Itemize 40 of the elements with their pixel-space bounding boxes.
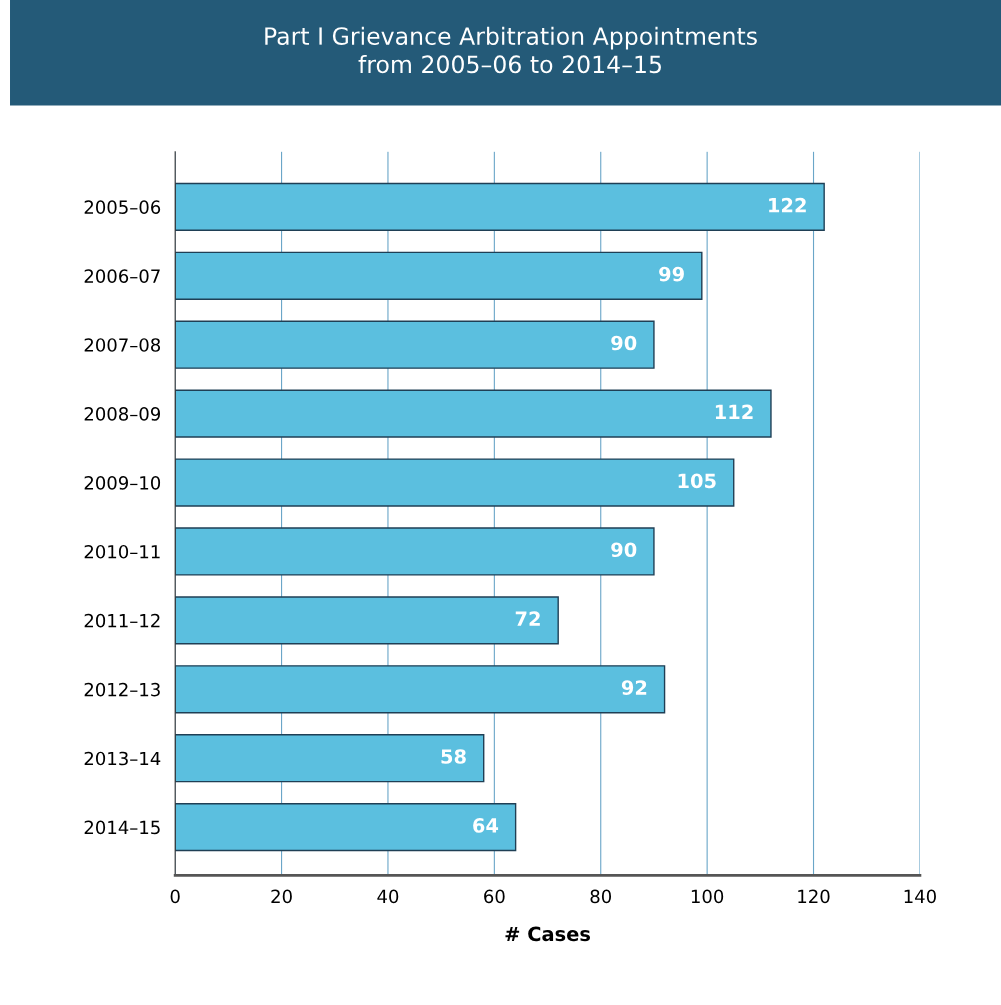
bar	[175, 320, 655, 369]
bar	[175, 665, 666, 714]
data-label: 112	[715, 404, 753, 419]
y-tick-label: 2009–10	[84, 476, 161, 490]
bar	[175, 182, 825, 232]
chart-title: Part I Grievance Arbitration Appointments from 2005–06 to 2014–15	[265, 26, 757, 74]
x-tick-label: 120	[798, 889, 830, 904]
data-label: 64	[473, 818, 499, 833]
y-tick-label: 2012–13	[84, 682, 160, 697]
y-tick-label: 2005–06	[84, 200, 161, 214]
y-tick-label: 2006–07	[84, 269, 160, 283]
x-tick-label: 60	[484, 889, 505, 904]
x-tick-label: 40	[377, 889, 399, 904]
x-tick-label: 20	[271, 889, 292, 904]
x-tick-label: 100	[691, 889, 724, 904]
x-tick-label: 80	[590, 889, 612, 904]
data-label: 99	[659, 266, 684, 282]
bar	[175, 596, 559, 645]
data-label: 72	[515, 611, 540, 626]
data-label: 122	[769, 197, 806, 213]
x-axis-title: # Cases	[505, 926, 591, 942]
y-tick-label: 2013–14	[84, 751, 161, 766]
y-tick-label: 2011–12	[84, 613, 160, 628]
bar	[175, 734, 485, 783]
bar	[175, 802, 517, 852]
data-label: 105	[678, 473, 716, 489]
y-tick-label: 2008–09	[84, 407, 161, 421]
data-label: 90	[611, 542, 637, 558]
data-label: 92	[621, 680, 647, 695]
bar	[175, 389, 772, 438]
bar	[175, 251, 703, 300]
y-tick-label: 2014–15	[84, 820, 160, 835]
data-label: 58	[441, 749, 466, 764]
bar	[175, 527, 655, 576]
data-label: 90	[611, 335, 637, 351]
y-tick-label: 2007–08	[84, 338, 161, 352]
x-tick-label: 140	[904, 889, 936, 904]
x-tick-label: 0	[170, 889, 180, 904]
bar	[175, 458, 735, 507]
y-tick-label: 2010–11	[84, 544, 160, 559]
